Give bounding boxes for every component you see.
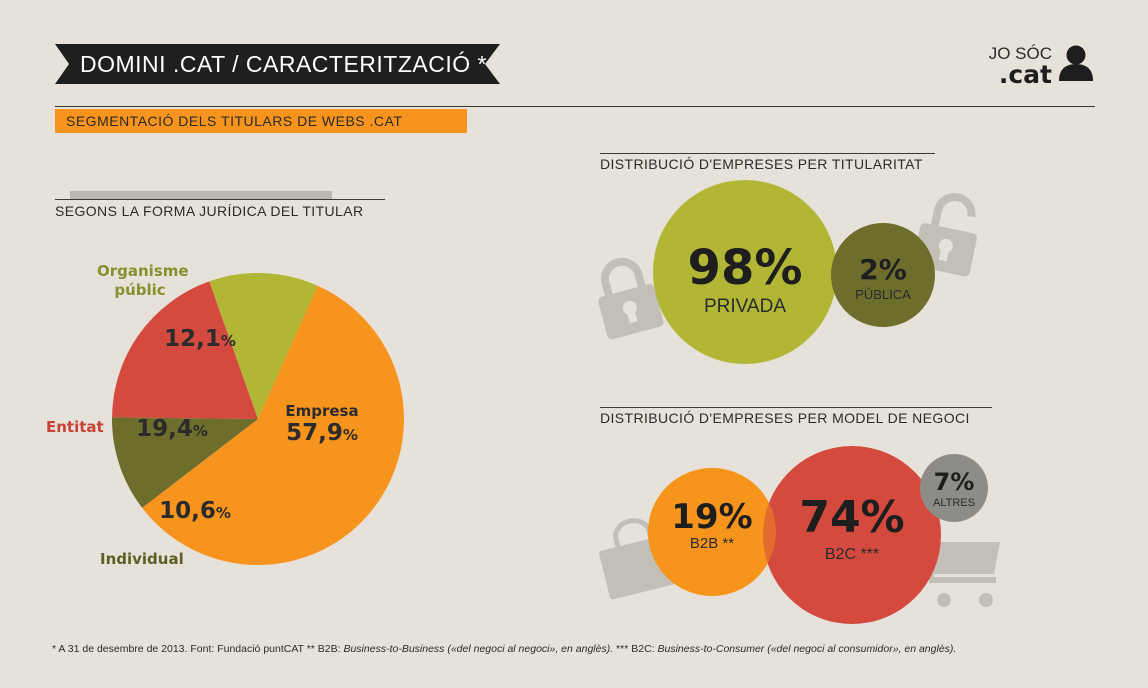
- bubble-privada: [653, 180, 837, 364]
- chart-title-forma: SEGONS LA FORMA JURÍDICA DEL TITULAR: [55, 203, 364, 219]
- pie-slice-empresa: [142, 285, 405, 565]
- bubble-label-b2b: B2B **: [690, 535, 734, 552]
- pie-value-entitat: 19,4%: [136, 416, 208, 442]
- pie-slice-organisme-públic: [209, 273, 318, 419]
- brand-text-bottom: .cat: [998, 60, 1052, 89]
- pie-label-individual: Individual: [100, 550, 184, 568]
- bubble-label-altres: ALTRES: [933, 497, 975, 509]
- brand-text-top: JO SÓC: [988, 44, 1052, 63]
- shopping-cart-icon: [901, 522, 1000, 607]
- footnote-part2-italic: Business-to-Consumer («del negoci al con…: [657, 643, 957, 655]
- header-rule: [55, 106, 1095, 107]
- bubble-value-privada: 98%: [688, 240, 803, 296]
- title-banner: [55, 44, 500, 84]
- pie-label-entitat: Entitat: [46, 418, 104, 436]
- pie-slice-entitat: [112, 281, 258, 419]
- pie-inner-label-empresa: Empresa: [285, 402, 358, 420]
- bubble-value-publica: 2%: [859, 253, 907, 286]
- pie-value-label: 10,6%: [159, 498, 231, 524]
- pie-slice-individual: [111, 417, 258, 508]
- subhead-line-forma: [55, 199, 385, 200]
- section-bar: [55, 109, 467, 133]
- shopping-bag-icon: [599, 518, 682, 600]
- subhead-bar-forma: [70, 191, 332, 200]
- pie-label-organisme: Organisme públic: [90, 262, 190, 300]
- footnote-part2: *** B2C:: [613, 643, 658, 655]
- pie-label-organisme-text: Organisme públic: [97, 262, 189, 299]
- section-title: SEGMENTACIÓ DELS TITULARS DE WEBS .CAT: [66, 113, 403, 129]
- pie-value-label: 12,1%: [164, 326, 236, 352]
- chart-title-model: DISTRIBUCIÓ D'EMPRESES PER MODEL DE NEGO…: [600, 410, 970, 426]
- pie-value-empresa: 57,9%: [286, 420, 358, 446]
- pie-value-label: 19,4%: [136, 416, 208, 442]
- subhead-line-model: [600, 407, 992, 408]
- footnote-part1-italic: Business-to-Business («del negoci al neg…: [343, 643, 614, 655]
- chart-title-titularitat: DISTRIBUCIÓ D'EMPRESES PER TITULARITAT: [600, 156, 923, 172]
- page-title: DOMINI .CAT / CARACTERITZACIÓ *: [80, 51, 487, 77]
- pie-value-organisme-públic: 12,1%: [164, 326, 236, 352]
- footnote: * A 31 de desembre de 2013. Font: Fundac…: [52, 643, 1112, 655]
- bubble-label-b2c: B2C ***: [825, 546, 879, 563]
- bubble-value-altres: 7%: [934, 468, 975, 496]
- bubble-altres: [920, 454, 988, 522]
- subhead-line-titularitat: [600, 153, 935, 154]
- bubble-label-privada: PRIVADA: [704, 296, 786, 317]
- padlock-icon: [912, 192, 977, 277]
- pie-value-individual: 10,6%: [159, 498, 231, 524]
- person-icon: [1059, 45, 1093, 81]
- bubble-value-b2c: 74%: [799, 492, 904, 543]
- padlock-icon: [598, 257, 664, 340]
- footnote-part1: * A 31 de desembre de 2013. Font: Fundac…: [52, 643, 344, 655]
- bubble-label-publica: PÚBLICA: [855, 287, 911, 302]
